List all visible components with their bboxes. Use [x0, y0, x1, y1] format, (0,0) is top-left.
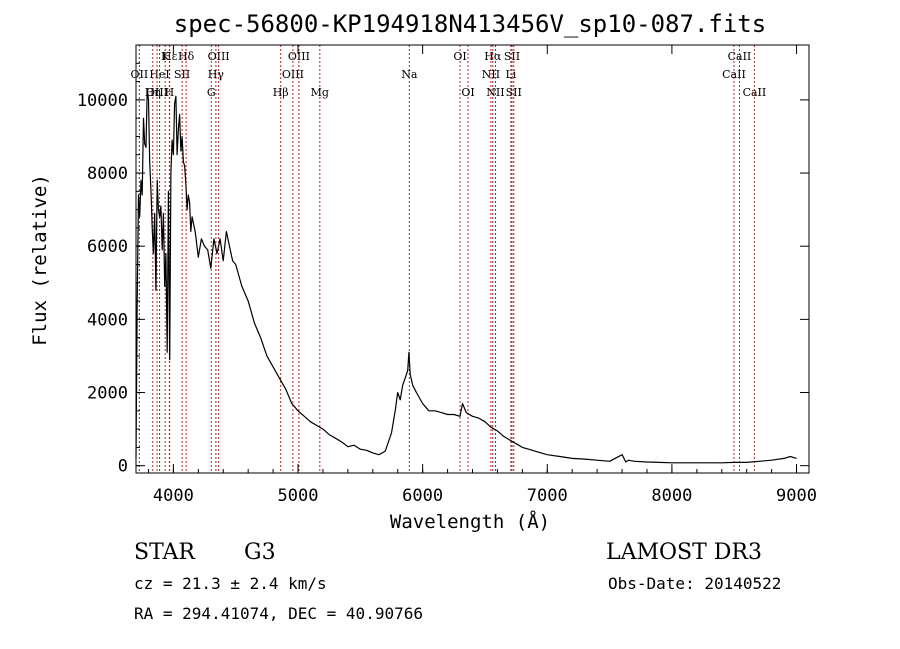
object-subclass: G3 [244, 540, 276, 565]
y-axis-label: Flux (relative) [29, 174, 51, 346]
y-tick-label: 10000 [77, 91, 128, 111]
spectral-line-label: Mg [311, 86, 329, 99]
object-class: STAR [134, 540, 195, 565]
spectral-line-label: Hδ [178, 50, 195, 63]
spectral-line-label: K [161, 50, 170, 63]
spectral-line-label: SII [174, 68, 190, 81]
spectral-line-label: NII [482, 68, 500, 81]
spectral-line-label: CaII [728, 50, 752, 63]
survey-label: LAMOST DR3 [606, 540, 762, 565]
spectral-line-label: OIII [288, 50, 310, 63]
x-tick-label: 9000 [776, 486, 817, 506]
x-tick-label: 7000 [527, 486, 568, 506]
spectral-line-label: OIII [208, 50, 230, 63]
x-tick-label: 4000 [153, 486, 194, 506]
spectral-line-label: OI [453, 50, 466, 63]
series-group [135, 88, 797, 464]
spectral-line-label: OIII [282, 68, 304, 81]
spectral-line-label: Hα [484, 50, 502, 63]
y-tick-label: 4000 [87, 310, 128, 330]
spectral-line-label: CaII [743, 86, 767, 99]
x-tick-label: 5000 [278, 486, 319, 506]
y-tick-label: 6000 [87, 237, 128, 257]
spectral-line-label: Li [505, 68, 516, 81]
y-tick-label: 2000 [87, 384, 128, 404]
redshift-text: cz = 21.3 ± 2.4 km/s [134, 574, 327, 593]
spectral-line-label: OI [461, 86, 474, 99]
plot-frame [135, 44, 810, 474]
coordinates-text: RA = 294.41074, DEC = 40.90766 [134, 604, 423, 623]
obs-date-text: Obs-Date: 20140522 [608, 574, 782, 593]
axes: 4000 5000 6000 7000 8000 9000 0 2000 4000 6000 800… [77, 45, 817, 506]
spectral-line-label: Hγ [208, 68, 225, 81]
spectral-line-label: H [165, 86, 175, 99]
chart-title: spec-56800-KP194918N413456V_sp10-087.fit… [174, 10, 766, 38]
spectral-line-label: G [207, 86, 216, 99]
spectral-line-label: Hη [145, 86, 161, 99]
spectral-line-label: Hβ [273, 86, 289, 99]
x-tick-label: 6000 [402, 486, 443, 506]
x-tick-label: 8000 [651, 486, 692, 506]
spectral-line-label: NII [486, 86, 504, 99]
y-tick-label: 0 [118, 457, 128, 477]
spectral-line-label: CaII [722, 68, 746, 81]
spectral-line-label: OIII [146, 86, 168, 99]
y-tick-label: 8000 [87, 164, 128, 184]
spectral-line-label: OII [131, 68, 149, 81]
spectral-line-label: SII [506, 86, 522, 99]
x-axis-label: Wavelength (Å) [390, 510, 550, 533]
spectral-line-label: SII [504, 50, 520, 63]
series-line-flux [135, 88, 797, 464]
spectral-line-label: Na [401, 68, 418, 81]
